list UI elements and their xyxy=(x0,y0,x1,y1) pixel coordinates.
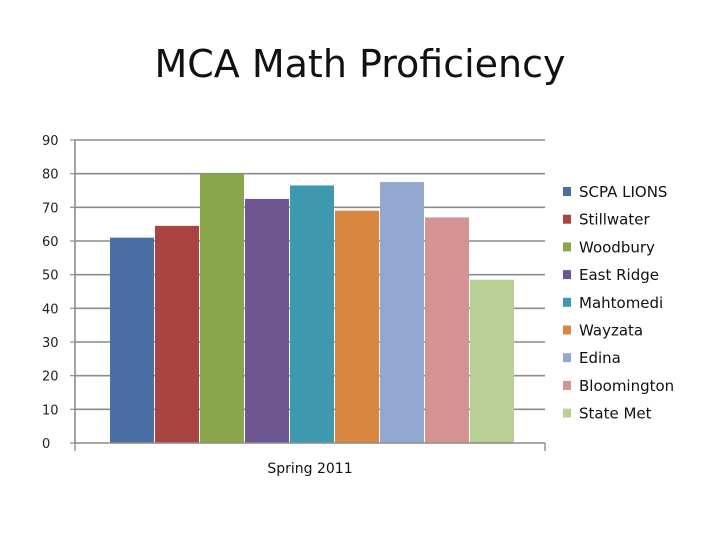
legend-swatch xyxy=(563,353,571,363)
bars xyxy=(110,173,514,444)
y-tick-label: 20 xyxy=(42,370,59,385)
y-tick-label: 70 xyxy=(42,201,59,216)
chart-title: MCA Math Proficiency xyxy=(154,42,566,86)
x-category-label: Spring 2011 xyxy=(267,461,352,477)
legend-label: SCPA LIONS xyxy=(579,183,667,201)
bar-scpa-lions xyxy=(110,237,154,443)
legend-label: Bloomington xyxy=(579,377,674,395)
legend-swatch xyxy=(563,297,571,307)
bar-mahtomedi xyxy=(290,185,334,443)
legend-swatch xyxy=(563,380,571,390)
y-tick-label: 90 xyxy=(42,134,59,149)
legend-swatch xyxy=(563,270,571,280)
legend-swatch xyxy=(563,214,571,224)
legend-swatch xyxy=(563,242,571,252)
bar-bloomington xyxy=(425,217,469,443)
bar-edina xyxy=(380,182,424,444)
y-tick-label: 50 xyxy=(42,269,59,284)
legend-swatch xyxy=(563,187,571,196)
y-tick-label: 40 xyxy=(42,302,59,317)
axes: Spring 2011 xyxy=(74,140,546,477)
legend-label: Wayzata xyxy=(579,322,643,340)
legend-swatch xyxy=(563,325,571,335)
legend-swatch xyxy=(563,408,571,418)
y-tick-label: 30 xyxy=(42,336,59,351)
y-tick-label: 80 xyxy=(42,168,59,183)
bar-east-ridge xyxy=(245,198,289,443)
legend: SCPA LIONS Stillwater Woodbury East Ridge Ma… xyxy=(563,183,674,423)
y-tick-label: 10 xyxy=(42,403,59,418)
bar-state-met xyxy=(470,279,514,443)
bar-woodbury xyxy=(200,173,244,443)
y-tick-label: 0 xyxy=(42,437,50,452)
bar-wayzata xyxy=(335,210,379,443)
bar-stillwater xyxy=(155,225,199,443)
legend-label: Woodbury xyxy=(579,238,655,256)
y-tick-label: 60 xyxy=(42,235,59,250)
legend-label: State Met xyxy=(579,405,652,423)
legend-label: Edina xyxy=(579,349,621,367)
legend-label: Stillwater xyxy=(579,211,650,229)
legend-label: Mahtomedi xyxy=(579,294,663,312)
legend-label: East Ridge xyxy=(579,266,659,284)
